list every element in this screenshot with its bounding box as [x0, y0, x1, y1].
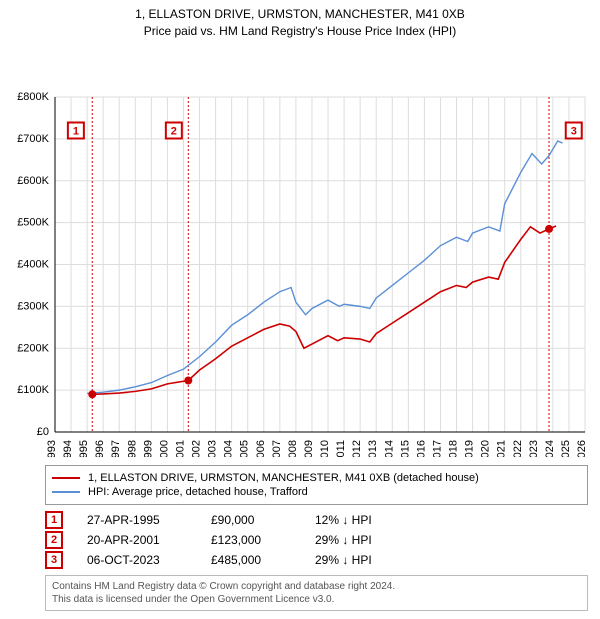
event-date: 27-APR-1995: [87, 513, 187, 527]
event-delta: 12% ↓ HPI: [315, 513, 372, 527]
svg-text:3: 3: [571, 125, 577, 137]
svg-text:1994: 1994: [62, 440, 74, 457]
legend: 1, ELLASTON DRIVE, URMSTON, MANCHESTER, …: [45, 465, 588, 505]
event-delta: 29% ↓ HPI: [315, 553, 372, 567]
svg-text:2012: 2012: [351, 440, 363, 457]
svg-text:2008: 2008: [287, 440, 299, 457]
legend-swatch: [52, 491, 80, 493]
svg-text:2015: 2015: [399, 440, 411, 457]
svg-text:£100K: £100K: [17, 384, 49, 396]
svg-text:2005: 2005: [239, 440, 251, 457]
table-row: 3 06-OCT-2023 £485,000 29% ↓ HPI: [45, 551, 588, 569]
event-badge: 3: [45, 551, 63, 569]
svg-text:2017: 2017: [431, 440, 443, 457]
svg-text:1996: 1996: [94, 440, 106, 457]
svg-text:1997: 1997: [110, 440, 122, 457]
svg-text:2006: 2006: [255, 440, 267, 457]
svg-text:2013: 2013: [367, 440, 379, 457]
svg-text:1999: 1999: [142, 440, 154, 457]
table-row: 1 27-APR-1995 £90,000 12% ↓ HPI: [45, 511, 588, 529]
footer-line2: This data is licensed under the Open Gov…: [52, 593, 581, 606]
legend-label: 1, ELLASTON DRIVE, URMSTON, MANCHESTER, …: [88, 472, 479, 484]
svg-text:2011: 2011: [335, 440, 347, 457]
svg-text:2009: 2009: [303, 440, 315, 457]
svg-text:2001: 2001: [174, 440, 186, 457]
legend-label: HPI: Average price, detached house, Traf…: [88, 486, 308, 498]
event-badge: 1: [45, 511, 63, 529]
legend-swatch: [52, 477, 80, 479]
event-price: £90,000: [211, 513, 291, 527]
svg-text:£300K: £300K: [17, 300, 49, 312]
svg-text:£0: £0: [37, 426, 49, 438]
svg-text:2010: 2010: [319, 440, 331, 457]
title-line1: 1, ELLASTON DRIVE, URMSTON, MANCHESTER, …: [0, 6, 600, 23]
svg-text:£200K: £200K: [17, 342, 49, 354]
svg-text:2002: 2002: [191, 440, 203, 457]
svg-text:2000: 2000: [158, 440, 170, 457]
svg-text:2026: 2026: [576, 440, 588, 457]
event-badge: 2: [45, 531, 63, 549]
event-date: 06-OCT-2023: [87, 553, 187, 567]
footer-line1: Contains HM Land Registry data © Crown c…: [52, 580, 581, 593]
svg-text:2018: 2018: [448, 440, 460, 457]
svg-text:2020: 2020: [480, 440, 492, 457]
svg-text:£500K: £500K: [17, 216, 49, 228]
event-price: £123,000: [211, 533, 291, 547]
svg-text:2025: 2025: [560, 440, 572, 457]
event-price: £485,000: [211, 553, 291, 567]
title-line2: Price paid vs. HM Land Registry's House …: [0, 23, 600, 40]
svg-text:2019: 2019: [464, 440, 476, 457]
svg-text:1998: 1998: [126, 440, 138, 457]
svg-text:£400K: £400K: [17, 258, 49, 270]
svg-text:2007: 2007: [271, 440, 283, 457]
price-events-table: 1 27-APR-1995 £90,000 12% ↓ HPI 2 20-APR…: [45, 511, 588, 569]
footer: Contains HM Land Registry data © Crown c…: [45, 575, 588, 611]
svg-text:1993: 1993: [46, 440, 58, 457]
svg-text:1995: 1995: [78, 440, 90, 457]
svg-text:2003: 2003: [207, 440, 219, 457]
svg-text:2004: 2004: [223, 440, 235, 457]
table-row: 2 20-APR-2001 £123,000 29% ↓ HPI: [45, 531, 588, 549]
svg-text:2023: 2023: [528, 440, 540, 457]
legend-item: HPI: Average price, detached house, Traf…: [52, 486, 581, 498]
event-date: 20-APR-2001: [87, 533, 187, 547]
legend-item: 1, ELLASTON DRIVE, URMSTON, MANCHESTER, …: [52, 472, 581, 484]
svg-text:2024: 2024: [544, 440, 556, 457]
svg-text:2016: 2016: [415, 440, 427, 457]
svg-text:£700K: £700K: [17, 132, 49, 144]
event-delta: 29% ↓ HPI: [315, 533, 372, 547]
svg-text:2: 2: [171, 125, 177, 137]
svg-text:£800K: £800K: [17, 91, 49, 103]
svg-text:2014: 2014: [383, 440, 395, 457]
svg-text:2022: 2022: [512, 440, 524, 457]
svg-text:2021: 2021: [496, 440, 508, 457]
svg-text:£600K: £600K: [17, 174, 49, 186]
svg-text:1: 1: [73, 125, 79, 137]
price-chart: £0 £100K £200K £300K £400K £500K £600K £700K £80…: [0, 42, 600, 457]
